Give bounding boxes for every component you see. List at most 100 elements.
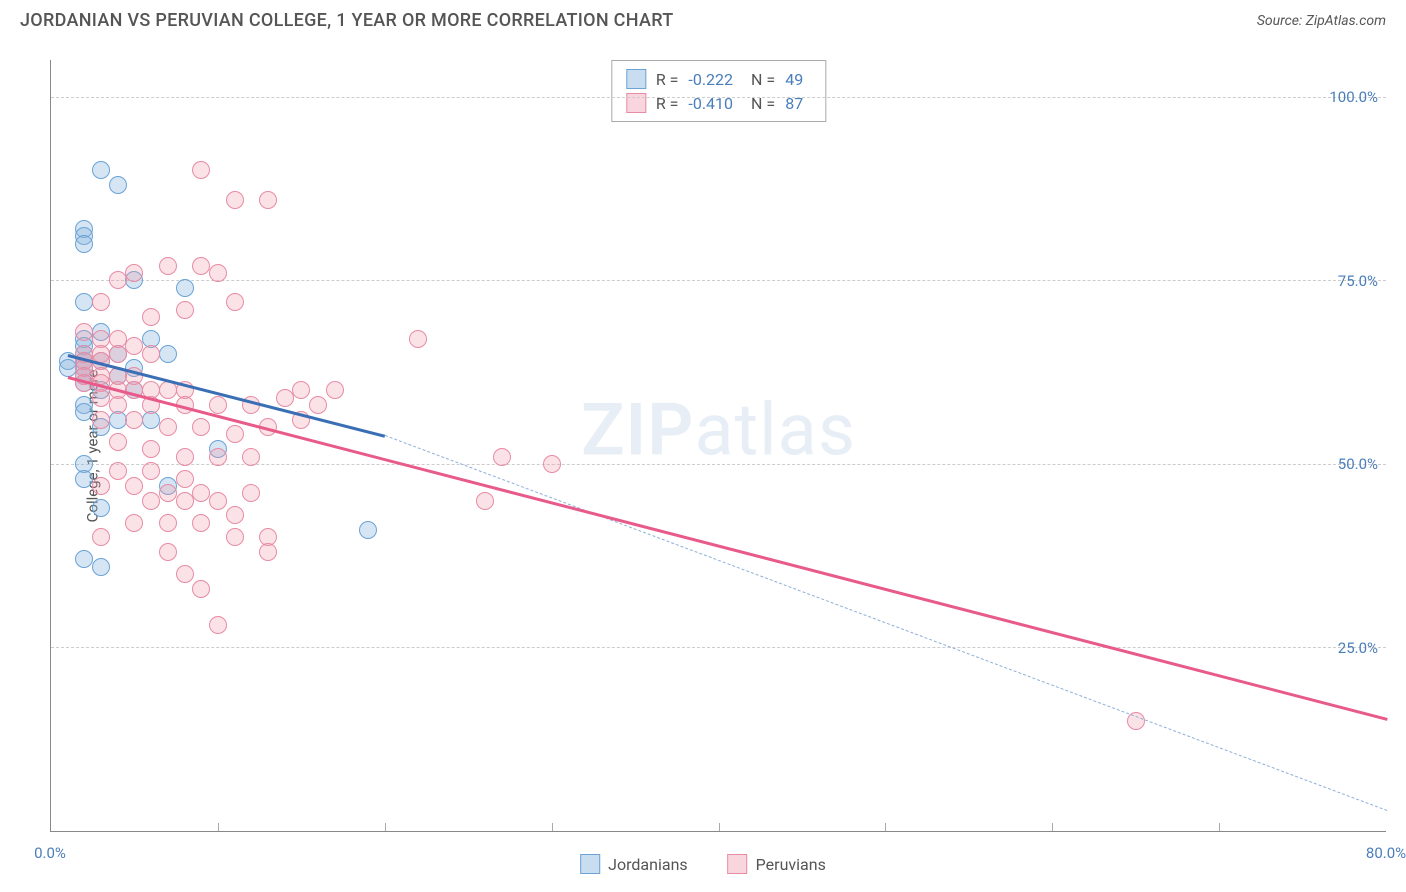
data-point xyxy=(226,293,244,311)
data-point xyxy=(192,514,210,532)
x-minor-tick xyxy=(719,823,720,831)
data-point xyxy=(92,558,110,576)
legend-swatch xyxy=(728,854,748,874)
data-point xyxy=(226,191,244,209)
data-point xyxy=(75,403,93,421)
data-point xyxy=(92,161,110,179)
data-point xyxy=(159,345,177,363)
x-tick-label: 80.0% xyxy=(1366,844,1406,862)
data-point xyxy=(159,418,177,436)
data-point xyxy=(159,257,177,275)
y-tick-label: 25.0% xyxy=(1338,639,1378,657)
data-point xyxy=(209,492,227,510)
stat-r-label: R = xyxy=(656,70,679,89)
data-point xyxy=(125,264,143,282)
data-point xyxy=(159,381,177,399)
data-point xyxy=(309,396,327,414)
data-point xyxy=(75,470,93,488)
data-point xyxy=(192,161,210,179)
chart-plot-area: ZIPatlas R =-0.222N =49R =-0.410N =87 xyxy=(50,60,1386,832)
data-point xyxy=(192,418,210,436)
legend-swatch xyxy=(580,854,600,874)
data-point xyxy=(142,462,160,480)
data-point xyxy=(125,477,143,495)
legend-label: Jordanians xyxy=(608,855,687,874)
stats-row: R =-0.410N =87 xyxy=(626,91,811,115)
data-point xyxy=(259,543,277,561)
stats-row: R =-0.222N =49 xyxy=(626,67,811,91)
legend-item: Peruvians xyxy=(728,854,826,874)
data-point xyxy=(75,323,93,341)
y-tick-label: 75.0% xyxy=(1338,272,1378,290)
data-point xyxy=(109,345,127,363)
data-point xyxy=(59,359,77,377)
data-point xyxy=(125,411,143,429)
data-point xyxy=(75,235,93,253)
y-tick-label: 50.0% xyxy=(1338,455,1378,473)
data-point xyxy=(226,506,244,524)
x-minor-tick xyxy=(1219,823,1220,831)
data-point xyxy=(142,440,160,458)
data-point xyxy=(159,543,177,561)
gridline-horizontal xyxy=(51,280,1386,281)
data-point xyxy=(142,492,160,510)
data-point xyxy=(292,381,310,399)
x-minor-tick xyxy=(552,823,553,831)
stat-r-value: -0.222 xyxy=(688,70,733,89)
data-point xyxy=(159,484,177,502)
data-point xyxy=(92,499,110,517)
gridline-horizontal xyxy=(51,647,1386,648)
data-point xyxy=(75,550,93,568)
data-point xyxy=(192,484,210,502)
data-point xyxy=(142,308,160,326)
chart-title: JORDANIAN VS PERUVIAN COLLEGE, 1 YEAR OR… xyxy=(20,10,673,31)
watermark: ZIPatlas xyxy=(581,388,856,473)
data-point xyxy=(209,396,227,414)
data-point xyxy=(176,492,194,510)
data-point xyxy=(192,580,210,598)
gridline-horizontal xyxy=(51,97,1386,98)
series-legend: Jordanians Peruvians xyxy=(580,854,826,874)
data-point xyxy=(92,293,110,311)
data-point xyxy=(92,477,110,495)
data-point xyxy=(326,381,344,399)
data-point xyxy=(242,448,260,466)
data-point xyxy=(176,448,194,466)
data-point xyxy=(176,279,194,297)
data-point xyxy=(159,514,177,532)
data-point xyxy=(109,176,127,194)
data-point xyxy=(176,470,194,488)
data-point xyxy=(125,337,143,355)
x-tick-label: 0.0% xyxy=(34,844,66,862)
y-tick-label: 100.0% xyxy=(1329,88,1378,106)
x-minor-tick xyxy=(218,823,219,831)
data-point xyxy=(92,528,110,546)
data-point xyxy=(92,389,110,407)
legend-swatch xyxy=(626,69,646,89)
trend-line xyxy=(385,435,1387,811)
data-point xyxy=(109,462,127,480)
data-point xyxy=(409,330,427,348)
stat-n-label: N = xyxy=(751,70,775,89)
data-point xyxy=(209,448,227,466)
x-minor-tick xyxy=(885,823,886,831)
data-point xyxy=(209,616,227,634)
data-point xyxy=(493,448,511,466)
data-point xyxy=(359,521,377,539)
data-point xyxy=(209,264,227,282)
data-point xyxy=(109,396,127,414)
data-point xyxy=(226,528,244,546)
data-point xyxy=(176,565,194,583)
data-point xyxy=(276,389,294,407)
data-point xyxy=(226,425,244,443)
x-minor-tick xyxy=(1052,823,1053,831)
data-point xyxy=(176,301,194,319)
data-point xyxy=(543,455,561,473)
data-point xyxy=(476,492,494,510)
legend-label: Peruvians xyxy=(756,855,826,874)
x-minor-tick xyxy=(385,823,386,831)
stats-legend-box: R =-0.222N =49R =-0.410N =87 xyxy=(611,60,826,122)
source-attribution: Source: ZipAtlas.com xyxy=(1257,13,1386,29)
data-point xyxy=(242,484,260,502)
data-point xyxy=(109,271,127,289)
